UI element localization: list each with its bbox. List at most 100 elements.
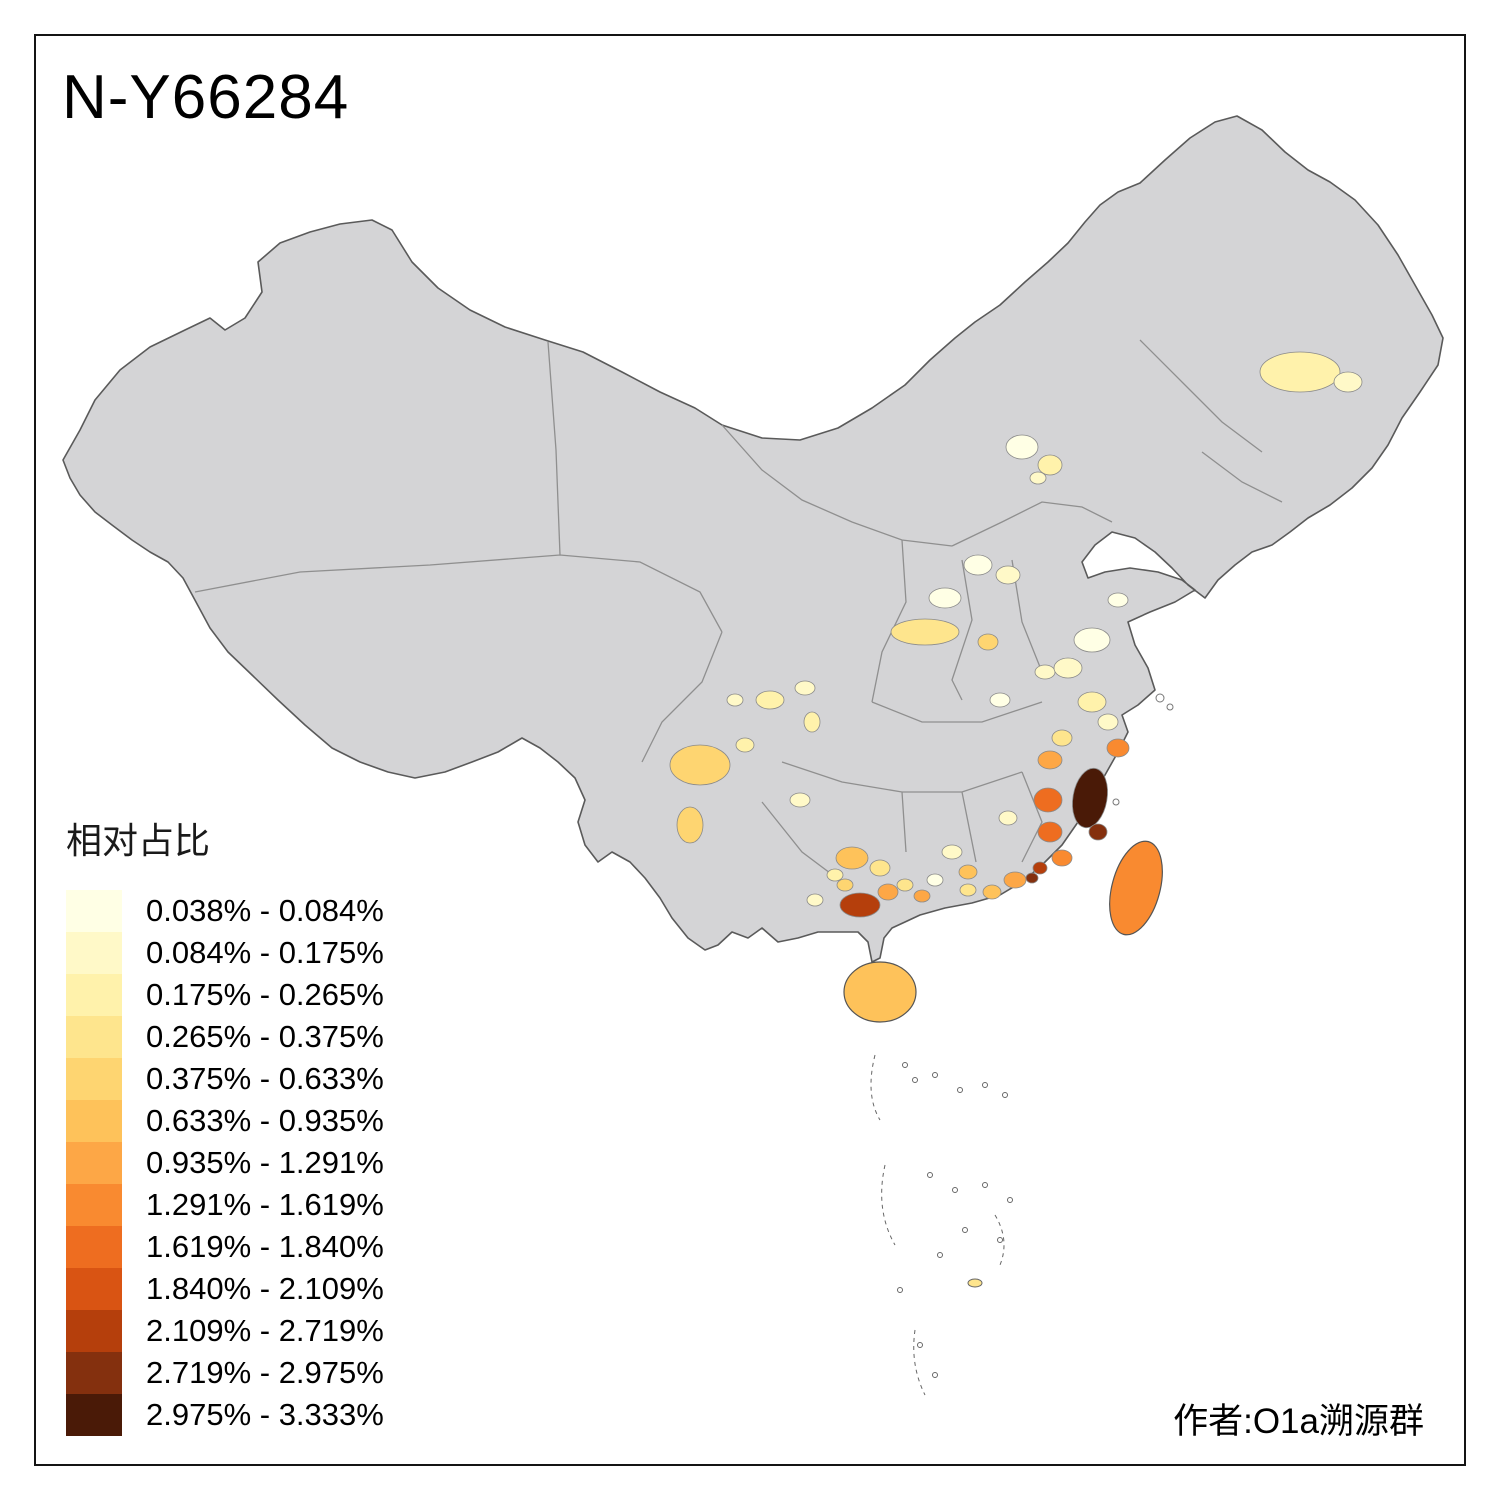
region-guangxi-d [836,878,854,892]
colored-islet [967,1278,983,1288]
region-hunan-c [926,873,944,887]
region-fujian-north [1037,750,1063,770]
legend: 相对占比 0.038% - 0.084% 0.084% - 0.175% 0.175… [66,812,384,1436]
region-guizhou-d [826,868,844,882]
region-shaanxi-n [995,565,1021,585]
legend-item-label: 0.175% - 0.265% [146,977,384,1012]
region-zhejiang-a [1077,691,1107,713]
legend-swatch [66,1058,122,1100]
region-guangxi-red [839,892,881,918]
region-fujian-southwest [1037,821,1063,843]
region-hunan-a [941,844,963,860]
region-fujian-west [1033,787,1063,813]
region-sichuan-a [755,690,785,710]
region-guangxi-e [806,893,824,907]
region-guizhou-a [789,792,811,808]
region-anhui-a [1053,657,1083,679]
legend-item: 2.975% - 3.333% [66,1394,384,1436]
legend-item: 2.109% - 2.719% [66,1310,384,1352]
hainan-island [843,961,917,1023]
legend-item-label: 2.109% - 2.719% [146,1313,384,1348]
region-sichuan-b [794,680,816,696]
legend-item-label: 0.265% - 0.375% [146,1019,384,1054]
south-china-sea-features [870,1054,1013,1396]
region-heilongjiang-east-b [1333,371,1363,393]
legend-swatch [66,932,122,974]
legend-item: 2.719% - 2.975% [66,1352,384,1394]
region-beijing-a [1005,434,1039,460]
region-guangxi-c [913,889,931,903]
legend-item: 1.840% - 2.109% [66,1268,384,1310]
legend-item-label: 1.840% - 2.109% [146,1271,384,1306]
region-fujian-south-dark [1088,823,1108,841]
legend-swatch [66,1184,122,1226]
region-guizhou-b [835,846,869,870]
zhoushan-islet [1155,693,1165,703]
legend-item: 0.175% - 0.265% [66,974,384,1016]
region-guangdong-chaoshan [1025,872,1039,884]
region-fujian-core [1072,767,1108,829]
page-title: N-Y66284 [62,63,350,132]
legend-swatch [66,1268,122,1310]
legend-item-label: 1.619% - 1.840% [146,1229,384,1264]
legend-swatch [66,1352,122,1394]
region-yunnan-c [735,737,755,753]
legend-item: 0.633% - 0.935% [66,1100,384,1142]
legend-swatch [66,1100,122,1142]
province-borders [194,339,1283,883]
colored-regions [669,351,1363,918]
region-sichuan-d [726,693,744,707]
legend-item: 0.375% - 0.633% [66,1058,384,1100]
legend-swatch [66,1142,122,1184]
legend-item-label: 0.084% - 0.175% [146,935,384,970]
region-shaanxi-c [928,587,962,609]
islands [843,693,1174,1023]
china-mainland [62,115,1444,963]
region-zhejiang-b [1097,713,1119,731]
legend-item-label: 2.719% - 2.975% [146,1355,384,1390]
region-guangxi-a [877,883,899,901]
legend-item-label: 0.935% - 1.291% [146,1145,384,1180]
region-heilongjiang-east-a [1259,351,1341,393]
region-hebei-s [1029,471,1047,485]
legend-swatch [66,890,122,932]
legend-rows: 0.038% - 0.084% 0.084% - 0.175% 0.175% - 0… [66,890,384,1436]
legend-item-label: 1.291% - 1.619% [146,1187,384,1222]
legend-item-label: 0.375% - 0.633% [146,1061,384,1096]
attribution: 作者:O1a溯源群 [1173,1402,1424,1441]
legend-item: 1.291% - 1.619% [66,1184,384,1226]
region-ningxia-a [977,633,999,651]
region-shandong-a [1107,592,1129,608]
region-hubei-a [989,692,1011,708]
legend-swatch [66,1310,122,1352]
region-guangdong-pearl [959,883,977,897]
region-guangxi-b [896,878,914,892]
region-guizhou-c [869,859,891,877]
legend-item: 0.935% - 1.291% [66,1142,384,1184]
region-fujian-south [1051,849,1073,867]
region-yunnan-a [669,744,731,786]
region-yunnan-b [676,806,704,844]
coastal-islet [1112,798,1120,806]
legend-title: 相对占比 [66,820,211,861]
region-zhejiang-c [1106,738,1130,758]
region-shanxi-a [963,554,993,576]
region-henan-a [1034,664,1056,680]
legend-item-label: 0.038% - 0.084% [146,893,384,928]
region-guangdong-mid [982,884,1002,900]
region-sichuan-c [803,711,821,733]
region-guangdong-east [1003,871,1027,889]
legend-swatch [66,1016,122,1058]
region-jiangxi-a [998,810,1018,826]
legend-swatch [66,1226,122,1268]
legend-swatch [66,1394,122,1436]
region-beijing-b [1037,454,1063,476]
region-fujian-xiamen [1032,861,1048,875]
region-gansu-a [890,618,960,646]
legend-item: 0.038% - 0.084% [66,890,384,932]
legend-swatch [66,974,122,1016]
region-hunan-b [958,864,978,880]
zhoushan-islet [1166,703,1174,711]
legend-item: 0.265% - 0.375% [66,1016,384,1058]
